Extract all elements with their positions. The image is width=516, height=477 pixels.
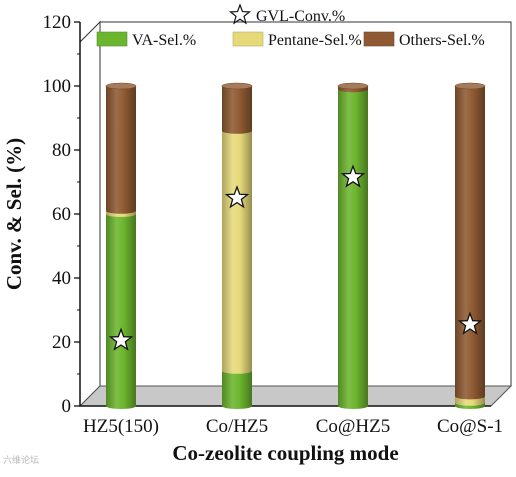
bar-stack [105,82,137,409]
y-tick-label: 80 [52,140,71,161]
legend-label: GVL-Conv.% [256,8,345,25]
x-tick-label: Co@S-1 [437,416,503,437]
conversion-star-marker [340,164,366,188]
bar-segment [222,130,252,374]
y-tick-label: 20 [52,332,71,353]
bar-segment [455,86,485,400]
x-axis-title: Co-zeolite coupling mode [172,441,398,465]
chart-floor [78,385,513,407]
y-tick-label: 120 [43,12,72,33]
y-tick-label: 40 [52,268,71,289]
legend-star-icon [228,3,252,25]
bar-segment [338,89,368,409]
legend-label: VA-Sel.% [132,32,196,49]
x-tick-label: Co/HZ5 [206,416,268,437]
y-axis-title: Conv. & Sel. (%) [2,138,26,290]
bar-segment [222,86,252,134]
bar-segment [106,86,136,214]
conversion-star-marker [457,311,483,335]
x-tick-label: HZ5(150) [83,416,159,437]
bar-cap [105,82,137,90]
bar-cap [221,82,253,90]
y-tick-label: 0 [62,396,72,417]
y-tick-label: 60 [52,204,71,225]
x-tick-label: Co@HZ5 [316,416,391,437]
bar-segment [222,370,252,409]
chart-side-wall [79,20,101,408]
conversion-star-marker [224,185,250,209]
legend-label: Others-Sel.% [399,32,485,49]
y-tick-label: 100 [43,76,72,97]
legend-label: Pentane-Sel.% [268,32,362,49]
legend-swatch [363,31,395,47]
legend-swatch [232,31,264,47]
watermark: 六维论坛 [3,456,40,466]
bar-cap [337,82,369,90]
bar-stack [454,82,486,409]
legend-swatch [96,31,128,47]
conversion-star-marker [108,327,134,351]
bar-segment [106,214,136,409]
bar-stack [221,82,253,409]
bar-cap [454,82,486,90]
chart-back-wall [99,21,512,387]
bar-stack [337,82,369,409]
